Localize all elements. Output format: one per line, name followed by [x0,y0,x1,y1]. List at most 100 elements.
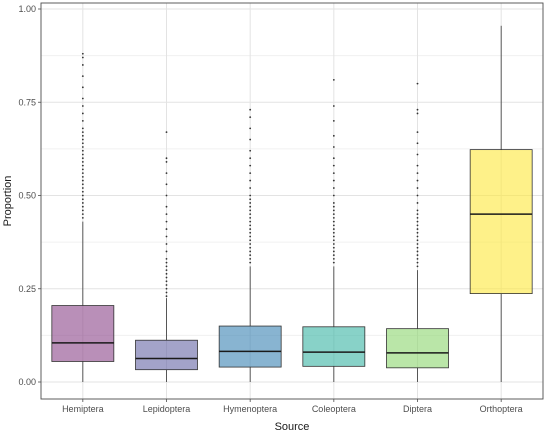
outlier-point [332,157,335,160]
outlier-point [165,220,168,223]
outlier-point [249,250,252,253]
outlier-point [165,250,168,253]
box-hemiptera [51,305,115,362]
box-group-orthoptera [469,25,533,382]
outlier-point [332,235,335,238]
outlier-point [416,216,419,219]
outlier-point [249,231,252,234]
outlier-point [249,224,252,227]
outlier-point [165,172,168,175]
outlier-point [81,209,84,212]
outlier-point [165,243,168,245]
outlier-point [249,254,252,257]
outlier-point [81,127,84,130]
outlier-point [416,187,419,189]
outlier-point [249,179,252,182]
outlier-point [81,172,84,175]
outlier-point [81,131,84,133]
box-group-diptera [386,82,449,382]
outlier-point [249,205,252,208]
outlier-point [416,265,419,268]
outlier-point [332,224,335,227]
outlier-point [332,213,335,216]
x-tick-label: Hymenoptera [223,404,277,414]
outlier-point [249,228,252,230]
outlier-point [81,120,84,122]
outlier-point [81,202,84,204]
outlier-point [81,164,84,167]
x-tick-label: Lepidoptera [143,404,191,414]
outlier-point [332,243,335,245]
outlier-point [249,220,252,223]
outlier-point [249,243,252,245]
outlier-point [249,116,252,119]
outlier-point [416,194,419,197]
outlier-point [249,108,252,111]
outlier-point [416,243,419,245]
outlier-point [165,269,168,271]
x-axis-title: Source [275,421,310,433]
outlier-point [249,216,252,219]
outlier-point [332,78,335,81]
outlier-point [81,216,84,219]
outlier-point [81,112,84,115]
y-axis-title: Proportion [2,176,14,227]
outlier-point [249,258,252,260]
outlier-point [81,75,84,78]
outlier-point [249,198,252,201]
outlier-point [416,235,419,238]
outlier-point [416,246,419,249]
outlier-point [332,250,335,253]
outlier-point [81,149,84,152]
x-axis: Hemiptera Lepidoptera Hymenoptera Coleopter… [62,399,523,414]
outlier-point [165,291,168,294]
outlier-point [165,276,168,279]
outlier-point [416,108,419,111]
outlier-point [249,202,252,204]
outlier-point [165,280,168,283]
box-lepidoptera [135,339,198,371]
outlier-point [416,179,419,182]
box-group-hymenoptera [218,108,282,382]
x-tick-label: Hemiptera [62,404,104,414]
outlier-point [332,187,335,189]
outlier-point [416,209,419,212]
outlier-point [81,146,84,148]
outlier-point [81,142,84,145]
outlier-point [165,287,168,290]
outlier-point [81,213,84,216]
outlier-point [416,131,419,133]
boxes [51,25,533,382]
outlier-point [332,220,335,223]
outlier-point [81,187,84,189]
outlier-point [165,194,168,197]
y-tick-label: 0.25 [18,284,36,294]
outlier-point [81,183,84,186]
outlier-point [165,228,168,230]
x-tick-label: Orthoptera [480,404,523,414]
outlier-point [416,224,419,227]
box-group-hemiptera [51,52,115,382]
outlier-point [249,261,252,264]
outlier-point [249,239,252,242]
outlier-point [81,194,84,197]
outlier-point [81,153,84,156]
outlier-point [332,231,335,234]
outlier-point [416,172,419,175]
outlier-point [165,205,168,208]
outlier-point [81,105,84,107]
outlier-point [81,198,84,201]
outlier-point [81,52,84,55]
outlier-point [332,105,335,107]
outlier-point [81,175,84,178]
outlier-point [249,235,252,238]
outlier-point [81,97,84,100]
outlier-point [416,142,419,145]
outlier-point [332,172,335,175]
outlier-point [416,164,419,167]
outlier-point [332,261,335,264]
outlier-point [249,213,252,216]
outlier-point [249,246,252,249]
outlier-point [249,157,252,160]
